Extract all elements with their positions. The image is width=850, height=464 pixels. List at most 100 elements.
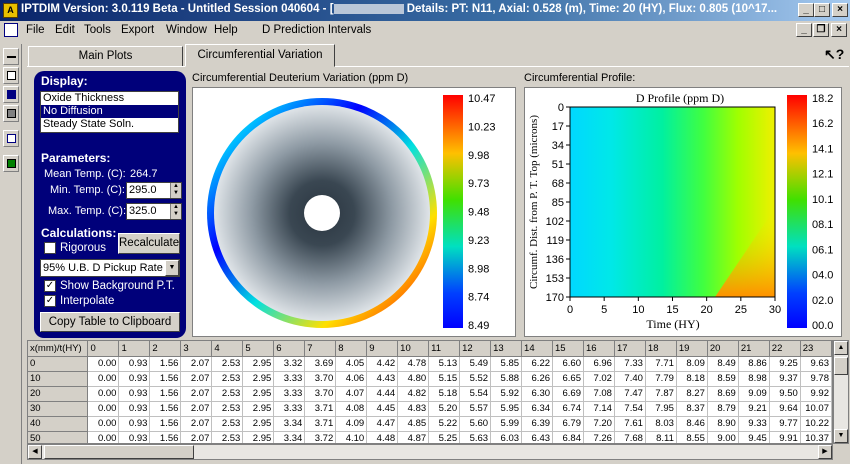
vertical-scrollbar[interactable]: ▲ ▼: [833, 340, 849, 444]
table-row[interactable]: 40 0.00 0.93 1.56 2.07 2.53 2.95 3.34 3.71 4.09 4.…: [28, 416, 832, 432]
maximize-button[interactable]: □: [814, 3, 830, 17]
table-cell[interactable]: 8.98: [738, 371, 770, 387]
max-temp-value[interactable]: 325.0: [129, 205, 157, 217]
table-cell[interactable]: 9.21: [738, 401, 770, 417]
table-cell[interactable]: 9.63: [800, 356, 832, 372]
table-cell[interactable]: 0.00: [87, 401, 120, 417]
tab-circumferential-variation[interactable]: Circumferential Variation: [185, 44, 335, 67]
table-cell[interactable]: 4.09: [335, 416, 368, 432]
display-listbox[interactable]: Oxide Thickness No Diffusion Steady Stat…: [40, 91, 179, 133]
spinner-arrows-icon[interactable]: ▲ ▼: [170, 183, 181, 198]
table-cell[interactable]: 8.18: [676, 371, 708, 387]
table-cell[interactable]: 7.02: [583, 371, 615, 387]
table-cell[interactable]: 9.77: [769, 416, 801, 432]
table-cell[interactable]: 5.60: [459, 416, 492, 432]
table-cell[interactable]: 8.69: [707, 386, 739, 402]
table-column-header[interactable]: 21: [738, 341, 770, 357]
table-cell[interactable]: 4.44: [366, 386, 399, 402]
scroll-left-icon[interactable]: ◀: [28, 445, 42, 459]
table-cell[interactable]: 8.27: [676, 386, 708, 402]
table-cell[interactable]: 2.53: [211, 401, 244, 417]
table-cell[interactable]: 7.79: [645, 371, 677, 387]
checkbox-checked-icon[interactable]: ✓: [44, 295, 56, 307]
tab-main-plots[interactable]: Main Plots: [28, 46, 183, 67]
table-column-header[interactable]: 0: [87, 341, 120, 357]
table-cell[interactable]: 7.47: [614, 386, 646, 402]
app-icon[interactable]: A: [3, 3, 18, 18]
table-cell[interactable]: 5.13: [428, 356, 461, 372]
table-cell[interactable]: 9.64: [769, 401, 801, 417]
table-cell[interactable]: 9.25: [769, 356, 801, 372]
table-cell[interactable]: 4.10: [335, 431, 368, 443]
table-cell[interactable]: 8.55: [676, 431, 708, 443]
table-cell[interactable]: 2.07: [180, 401, 213, 417]
table-column-header[interactable]: 20: [707, 341, 739, 357]
document-icon[interactable]: [4, 23, 18, 37]
table-cell[interactable]: 2.53: [211, 356, 244, 372]
table-cell[interactable]: 0.00: [87, 416, 120, 432]
table-cell[interactable]: 7.14: [583, 401, 615, 417]
table-cell[interactable]: 9.91: [769, 431, 801, 443]
table-column-header[interactable]: 6: [273, 341, 306, 357]
table-cell[interactable]: 4.45: [366, 401, 399, 417]
table-cell[interactable]: 0.93: [118, 401, 151, 417]
checkbox-box[interactable]: [44, 242, 56, 254]
interpolate-checkbox[interactable]: ✓ Interpolate: [44, 295, 114, 307]
table-cell[interactable]: 2.95: [242, 401, 275, 417]
table-cell[interactable]: 3.72: [304, 431, 337, 443]
table-row-header[interactable]: 40: [28, 416, 89, 432]
rigorous-checkbox[interactable]: Rigorous: [44, 242, 106, 254]
table-column-header[interactable]: 13: [490, 341, 523, 357]
table-cell[interactable]: 5.88: [490, 371, 523, 387]
table-cell[interactable]: 4.05: [335, 356, 368, 372]
table-cell[interactable]: 4.82: [397, 386, 430, 402]
menu-tools[interactable]: Tools: [84, 24, 111, 36]
min-temp-value[interactable]: 295.0: [129, 184, 157, 196]
table-cell[interactable]: 9.50: [769, 386, 801, 402]
menu-edit[interactable]: Edit: [55, 24, 75, 36]
table-column-header[interactable]: 16: [583, 341, 615, 357]
table-cell[interactable]: 2.95: [242, 431, 275, 443]
table-row-header[interactable]: 10: [28, 371, 89, 387]
table-cell[interactable]: 5.99: [490, 416, 523, 432]
spinner-arrows-icon[interactable]: ▲ ▼: [170, 204, 181, 219]
table-cell[interactable]: 10.37: [800, 431, 832, 443]
table-cell[interactable]: 4.06: [335, 371, 368, 387]
table-cell[interactable]: 5.20: [428, 401, 461, 417]
table-cell[interactable]: 2.95: [242, 371, 275, 387]
table-cell[interactable]: 2.07: [180, 416, 213, 432]
chart-button[interactable]: [3, 155, 19, 172]
copy-table-button[interactable]: Copy Table to Clipboard: [40, 312, 180, 332]
table-column-header[interactable]: 17: [614, 341, 646, 357]
table-cell[interactable]: 0.93: [118, 416, 151, 432]
menu-file[interactable]: File: [26, 24, 45, 36]
table-cell[interactable]: 2.53: [211, 431, 244, 443]
table-cell[interactable]: 0.00: [87, 371, 120, 387]
table-cell[interactable]: 1.56: [149, 386, 182, 402]
table-column-header[interactable]: 9: [366, 341, 399, 357]
help-cursor-icon[interactable]: ↖?: [824, 46, 845, 62]
table-cell[interactable]: 6.03: [490, 431, 523, 443]
table-cell[interactable]: 4.42: [366, 356, 399, 372]
table-column-header[interactable]: 2: [149, 341, 182, 357]
table-cell[interactable]: 1.56: [149, 416, 182, 432]
table-cell[interactable]: 9.92: [800, 386, 832, 402]
scroll-thumb[interactable]: [834, 357, 848, 375]
table-row-header[interactable]: 0: [28, 356, 89, 372]
table-cell[interactable]: 5.92: [490, 386, 523, 402]
recalculate-button[interactable]: Recalculate: [118, 233, 180, 254]
table-cell[interactable]: 5.52: [459, 371, 492, 387]
table-cell[interactable]: 5.63: [459, 431, 492, 443]
table-cell[interactable]: 3.34: [273, 416, 306, 432]
table-cell[interactable]: 7.08: [583, 386, 615, 402]
pickup-rate-select[interactable]: 95% U.B. D Pickup Rate ▼: [40, 259, 180, 277]
table-cell[interactable]: 5.22: [428, 416, 461, 432]
table-cell[interactable]: 6.60: [552, 356, 584, 372]
table-cell[interactable]: 9.37: [769, 371, 801, 387]
table-column-header[interactable]: 8: [335, 341, 368, 357]
table-cell[interactable]: 4.47: [366, 416, 399, 432]
table-cell[interactable]: 4.07: [335, 386, 368, 402]
table-cell[interactable]: 4.43: [366, 371, 399, 387]
table-cell[interactable]: 7.33: [614, 356, 646, 372]
table-cell[interactable]: 6.69: [552, 386, 584, 402]
